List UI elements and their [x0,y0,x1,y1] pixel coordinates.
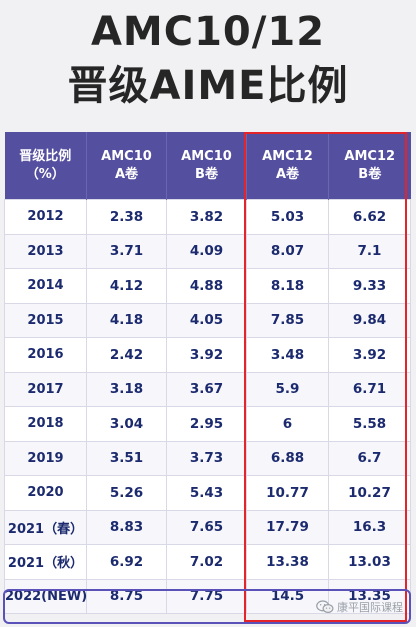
table-row: 2013 3.71 4.09 8.07 7.1 [4,233,411,269]
table-header-row: 晋级比例 （%） AMC10 A卷 AMC10 B卷 AMC12 A卷 AMC12 B卷 [4,132,411,200]
cell-year: 2020 [4,475,87,511]
cell-amc10b: 3.67 [166,371,247,407]
cell-amc12b: 7.1 [328,233,411,269]
cell-amc10b: 4.09 [166,233,247,269]
cell-amc12a: 3.48 [246,337,329,373]
cell-amc12b: 5.58 [328,406,411,442]
cell-year: 2012 [4,199,87,235]
cell-amc10a: 3.71 [86,233,167,269]
cell-amc12b: 6.62 [328,199,411,235]
cell-amc10a: 6.92 [86,544,167,580]
cell-amc10a: 5.26 [86,475,167,511]
cell-amc10b: 2.95 [166,406,247,442]
table-row: 2020 5.26 5.43 10.77 10.27 [4,475,411,511]
header-amc10a: AMC10 A卷 [86,132,167,200]
table-row: 2015 4.18 4.05 7.85 9.84 [4,302,411,338]
cell-year: 2014 [4,268,87,304]
cell-year: 2018 [4,406,87,442]
header-amc12b: AMC12 B卷 [328,132,411,200]
cell-year: 2021（秋） [4,544,87,580]
cell-amc12b: 16.3 [328,509,411,545]
table-row: 2018 3.04 2.95 6 5.58 [4,406,411,442]
aime-qualification-table: 晋级比例 （%） AMC10 A卷 AMC10 B卷 AMC12 A卷 AMC12 B卷 … [4,132,411,614]
cell-amc12b: 10.27 [328,475,411,511]
table-body: 2012 2.38 3.82 5.03 6.62 2013 3.71 4.09 8.07 7.1 2… [4,199,411,614]
cell-amc12b: 6.71 [328,371,411,407]
page-title-line1: AMC10/12 [90,9,326,55]
header-amc12a: AMC12 A卷 [246,132,329,200]
cell-year: 2019 [4,440,87,476]
table-row: 2017 3.18 3.67 5.9 6.71 [4,371,411,407]
cell-year: 2022(NEW) [4,578,87,614]
table-row: 2016 2.42 3.92 3.48 3.92 [4,337,411,373]
cell-amc12b: 9.33 [328,268,411,304]
cell-amc10b: 4.88 [166,268,247,304]
cell-amc12b: 3.92 [328,337,411,373]
cell-amc10b: 5.43 [166,475,247,511]
cell-amc10a: 2.38 [86,199,167,235]
header-ratio: 晋级比例 （%） [4,132,87,200]
cell-amc10a: 3.51 [86,440,167,476]
cell-amc12b: 6.7 [328,440,411,476]
cell-amc12a: 8.07 [246,233,329,269]
cell-amc12a: 6.88 [246,440,329,476]
cell-amc10b: 4.05 [166,302,247,338]
table-row: 2022(NEW) 8.75 7.75 14.5 13.35 [4,578,411,614]
cell-amc12b: 13.03 [328,544,411,580]
cell-amc10a: 3.18 [86,371,167,407]
cell-amc10b: 7.65 [166,509,247,545]
header-amc10b: AMC10 B卷 [166,132,247,200]
cell-amc10b: 3.73 [166,440,247,476]
cell-amc10a: 2.42 [86,337,167,373]
watermark: 康平国际课程 [316,598,403,616]
table-row: 2012 2.38 3.82 5.03 6.62 [4,199,411,235]
cell-amc10b: 7.75 [166,578,247,614]
cell-amc12a: 10.77 [246,475,329,511]
cell-amc12a: 5.9 [246,371,329,407]
cell-amc10a: 8.75 [86,578,167,614]
cell-amc10a: 3.04 [86,406,167,442]
table-row: 2021（春） 8.83 7.65 17.79 16.3 [4,509,411,545]
cell-amc12a: 5.03 [246,199,329,235]
table-row: 2019 3.51 3.73 6.88 6.7 [4,440,411,476]
cell-amc10b: 3.92 [166,337,247,373]
cell-amc10b: 7.02 [166,544,247,580]
cell-amc12a: 6 [246,406,329,442]
watermark-text: 康平国际课程 [337,601,403,614]
cell-year: 2013 [4,233,87,269]
cell-amc12a: 13.38 [246,544,329,580]
cell-amc12b: 9.84 [328,302,411,338]
cell-year: 2015 [4,302,87,338]
cell-year: 2021（春） [4,509,87,545]
cell-amc10a: 8.83 [86,509,167,545]
page-title-line2: 晋级AIME比例 [67,63,349,109]
wechat-icon [316,600,334,613]
table-row: 2014 4.12 4.88 8.18 9.33 [4,268,411,304]
cell-year: 2017 [4,371,87,407]
cell-amc12a: 8.18 [246,268,329,304]
cell-year: 2016 [4,337,87,373]
cell-amc12b: 13.35 [328,578,411,614]
cell-amc12a: 7.85 [246,302,329,338]
cell-amc10b: 3.82 [166,199,247,235]
cell-amc12a: 17.79 [246,509,329,545]
table-row: 2021（秋） 6.92 7.02 13.38 13.03 [4,544,411,580]
cell-amc10a: 4.12 [86,268,167,304]
cell-amc10a: 4.18 [86,302,167,338]
